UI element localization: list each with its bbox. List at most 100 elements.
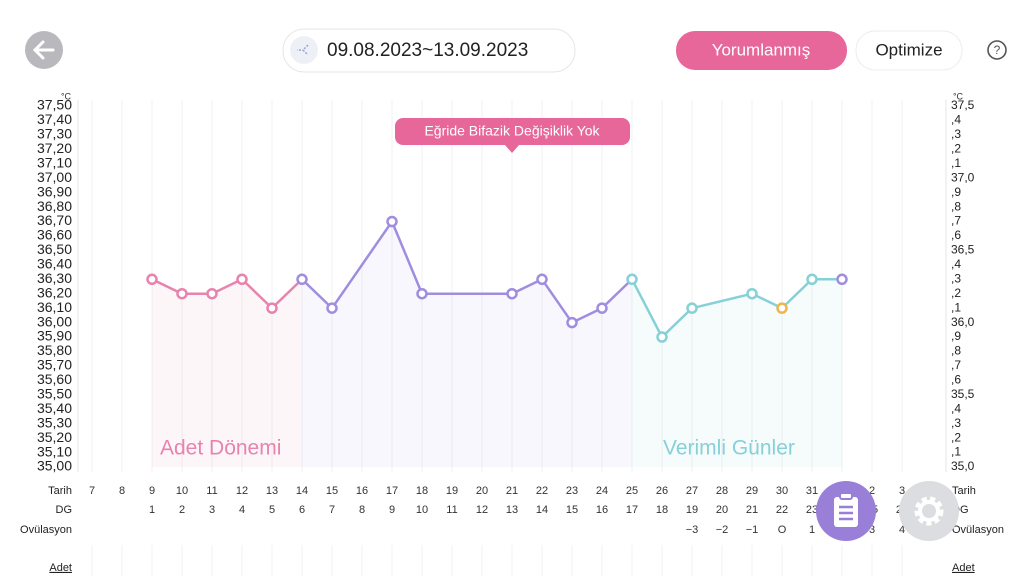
day-label: 19 xyxy=(446,485,458,497)
phase-label: Verimli Günler xyxy=(663,437,795,460)
y-tick-label: 35,10 xyxy=(37,443,72,459)
y-tick-label: 36,30 xyxy=(37,270,72,286)
y-tick-label: 35,60 xyxy=(37,371,72,387)
area-fill xyxy=(662,308,692,467)
interpreted-button[interactable] xyxy=(676,31,847,70)
y2-tick-label: ,7 xyxy=(951,358,961,372)
settings-button[interactable] xyxy=(899,481,959,541)
y-tick-label: 36,40 xyxy=(37,256,72,272)
y-tick-label: 35,30 xyxy=(37,414,72,430)
y-tick-label: 37,00 xyxy=(37,169,72,185)
day-label: 11 xyxy=(206,485,217,497)
temp-point xyxy=(836,273,848,286)
day-label: 29 xyxy=(746,485,758,497)
temp-point xyxy=(206,287,218,300)
dg-label: 15 xyxy=(566,504,578,516)
temp-line xyxy=(630,278,664,338)
y-tick-label: 35,70 xyxy=(37,357,72,373)
day-label: 28 xyxy=(716,485,728,497)
y-tick-label: 36,90 xyxy=(37,183,72,199)
y-tick-label: 37,50 xyxy=(37,97,72,113)
area-fill xyxy=(602,279,632,467)
temp-point xyxy=(416,287,428,300)
ovulation-label: O xyxy=(778,524,787,536)
y2-tick-label: ,8 xyxy=(951,344,961,358)
button-label: Yorumlanmış xyxy=(712,40,811,59)
dg-label: 20 xyxy=(716,504,728,516)
day-label: 16 xyxy=(356,485,368,497)
temp-line xyxy=(241,278,273,310)
dg-label: 2 xyxy=(179,504,185,516)
date-pill[interactable] xyxy=(282,28,576,73)
y-tick-label: 36,60 xyxy=(37,227,72,243)
y2-tick-label: 35,5 xyxy=(951,387,975,401)
area-fill xyxy=(182,293,212,467)
row-label: Tarih xyxy=(952,485,976,497)
notes-button[interactable] xyxy=(816,481,876,541)
y2-tick-label: ,3 xyxy=(951,416,961,430)
ovulation-label: −1 xyxy=(746,524,759,536)
temp-line xyxy=(691,292,753,310)
y-tick-label: 36,20 xyxy=(37,284,72,300)
y2-tick-label: ,1 xyxy=(951,300,961,314)
day-label: 14 xyxy=(296,485,308,497)
day-label: 15 xyxy=(326,485,338,497)
day-label: 26 xyxy=(656,485,668,497)
y2-tick-label: ,3 xyxy=(951,127,961,141)
temp-point xyxy=(266,302,278,314)
y-tick-label: 35,50 xyxy=(37,386,72,402)
area-fill xyxy=(812,279,842,467)
y2-tick-label: 35,0 xyxy=(951,459,975,473)
tooltip xyxy=(395,118,630,145)
dg-label: 14 xyxy=(536,504,548,516)
dg-label: 1 xyxy=(149,504,155,516)
area-fill xyxy=(302,279,332,467)
day-label: 24 xyxy=(596,485,608,497)
y-tick-label: 37,40 xyxy=(37,111,72,127)
dg-label: 5 xyxy=(269,504,275,516)
row-label: Tarih xyxy=(48,485,72,497)
area-fill xyxy=(392,221,422,467)
day-label: 3 xyxy=(899,485,905,497)
y-tick-label: 35,00 xyxy=(37,458,72,474)
temp-line xyxy=(330,220,394,309)
ovulation-label: 3 xyxy=(869,524,875,536)
area-fill xyxy=(212,279,242,467)
optimize-button[interactable] xyxy=(855,30,963,71)
y-tick-label: 37,30 xyxy=(37,126,72,142)
dg-label: 23 xyxy=(806,504,818,516)
y-tick-label: 35,80 xyxy=(37,342,72,358)
y2-tick-label: ,3 xyxy=(951,271,961,285)
y2-tick-label: ,6 xyxy=(951,228,961,242)
dg-label: 18 xyxy=(656,504,668,516)
temp-point xyxy=(566,316,578,329)
y2-tick-label: ,1 xyxy=(951,445,961,459)
temp-point xyxy=(746,287,758,300)
y2-tick-label: 36,0 xyxy=(951,315,975,329)
temp-point xyxy=(236,273,248,286)
ovulation-label: −2 xyxy=(716,524,729,536)
y-tick-label: 36,50 xyxy=(37,241,72,257)
y-tick-label: 37,20 xyxy=(37,140,72,156)
help-icon[interactable] xyxy=(987,40,1007,60)
dg-label: 11 xyxy=(446,504,457,516)
y-tick-label: 36,80 xyxy=(37,198,72,214)
y2-tick-label: ,2 xyxy=(951,286,961,300)
y2-tick-label: ,2 xyxy=(951,141,961,155)
day-label: 10 xyxy=(176,485,188,497)
phase-label: Adet Dönemi xyxy=(160,437,281,460)
tooltip-pointer xyxy=(505,145,519,153)
temp-point xyxy=(506,287,518,300)
temp-point xyxy=(536,273,548,286)
y2-tick-label: ,8 xyxy=(951,199,961,213)
temp-line xyxy=(661,307,693,338)
row-label: Adet xyxy=(49,562,72,574)
y2-tick-label: ,4 xyxy=(951,257,961,271)
day-label: 31 xyxy=(806,485,818,497)
back-button[interactable] xyxy=(25,31,63,69)
temp-line xyxy=(781,278,813,310)
area-fill xyxy=(752,293,782,467)
row-label: Adet xyxy=(952,562,975,574)
